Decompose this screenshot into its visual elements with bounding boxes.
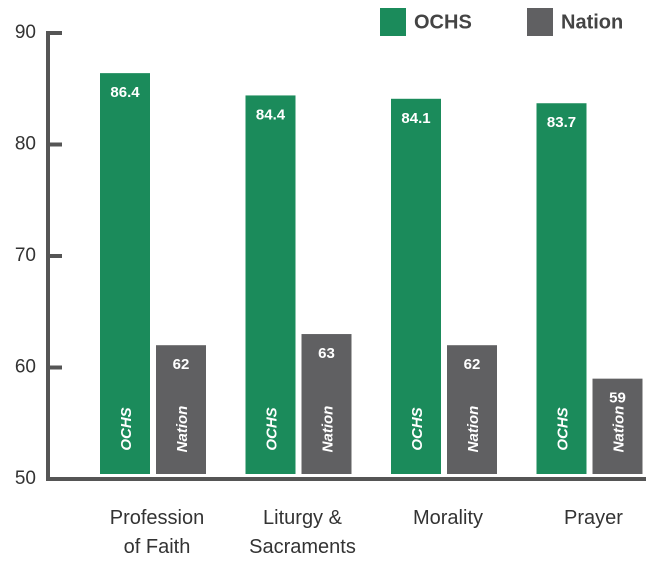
y-tick-label: 60 [15, 357, 36, 378]
y-tick-label: 50 [15, 468, 36, 489]
bar-series-label: OCHS [409, 407, 426, 450]
bar-series-label: OCHS [554, 407, 571, 450]
bar [100, 73, 150, 474]
bar-series-label: Nation [465, 406, 482, 453]
value-label: 63 [318, 345, 335, 362]
value-label: 62 [173, 356, 190, 373]
bar-series-label: Nation [610, 406, 627, 453]
legend-label: OCHS [414, 11, 472, 33]
x-tick-label: Morality [413, 507, 483, 529]
x-tick-label: Prayer [564, 507, 623, 529]
bar-series-label: OCHS [118, 407, 135, 450]
value-label: 86.4 [110, 84, 140, 101]
legend-swatch [527, 8, 553, 36]
bar [245, 95, 296, 474]
bar [391, 98, 441, 474]
value-label: 84.1 [401, 110, 430, 127]
bar [301, 334, 352, 474]
bar [536, 103, 587, 475]
y-tick-label: 80 [15, 134, 36, 155]
bar-series-label: Nation [319, 406, 336, 453]
value-label: 83.7 [547, 114, 576, 131]
value-label: 59 [609, 390, 626, 407]
bar [592, 378, 643, 474]
bar [156, 345, 206, 474]
x-tick-label: Profession of Faith [110, 507, 205, 558]
y-tick-label: 90 [15, 22, 36, 43]
value-label: 84.4 [256, 106, 286, 123]
legend-swatch [380, 8, 406, 36]
legend-label: Nation [561, 11, 623, 33]
x-tick-label: Liturgy & Sacraments [249, 507, 356, 558]
value-label: 62 [464, 356, 481, 373]
bar-series-label: Nation [174, 406, 191, 453]
bar [447, 345, 497, 474]
bar-series-label: OCHS [263, 407, 280, 450]
y-tick-label: 70 [15, 245, 36, 266]
